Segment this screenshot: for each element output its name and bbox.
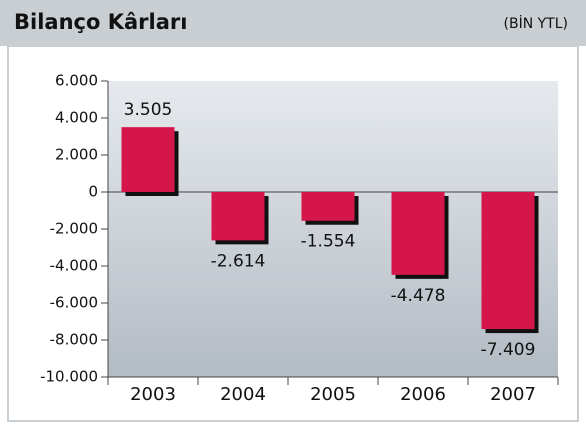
- value-label: -1.554: [301, 232, 356, 252]
- value-label: 3.505: [124, 100, 173, 120]
- x-tick-label: 2005: [310, 384, 356, 405]
- chart-title: Bilanço Kârları: [14, 10, 187, 34]
- y-tick-label: -4.000: [50, 257, 98, 275]
- bar: [301, 192, 355, 221]
- value-label: -4.478: [391, 286, 446, 306]
- y-tick-label: 2.000: [55, 146, 98, 164]
- x-tick-label: 2007: [490, 384, 536, 405]
- chart-subtitle: (BİN YTL): [504, 14, 568, 32]
- bar: [211, 192, 265, 241]
- y-tick-label: 0: [88, 183, 98, 201]
- y-tick-label: 6.000: [55, 72, 98, 90]
- y-tick-label: -8.000: [50, 331, 98, 349]
- header: [0, 0, 586, 46]
- y-tick-label: -2.000: [50, 220, 98, 238]
- bar: [121, 127, 175, 192]
- bar: [391, 192, 445, 275]
- x-tick-label: 2004: [220, 384, 266, 405]
- value-label: -2.614: [211, 251, 266, 271]
- x-tick-label: 2003: [130, 384, 176, 405]
- y-tick-label: -6.000: [50, 294, 98, 312]
- y-tick-label: 4.000: [55, 109, 98, 127]
- value-label: -7.409: [481, 340, 536, 360]
- x-tick-label: 2006: [400, 384, 446, 405]
- y-tick-label: -10.000: [40, 368, 98, 386]
- bar: [481, 192, 535, 330]
